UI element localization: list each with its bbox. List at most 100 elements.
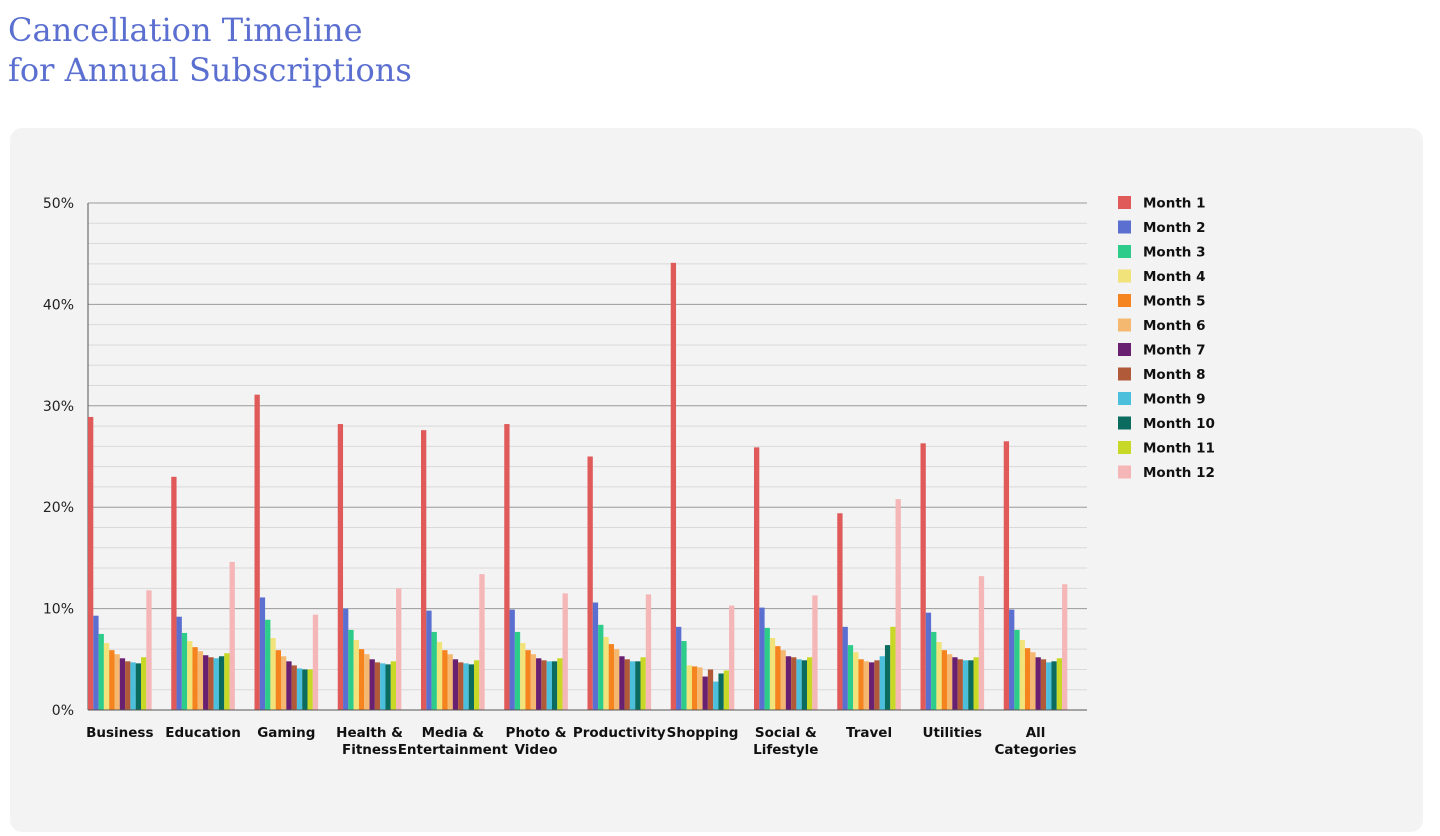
legend-label: Month 12 bbox=[1143, 465, 1215, 481]
bar-month-5 bbox=[192, 647, 198, 710]
bar-month-6 bbox=[197, 651, 204, 710]
x-axis: Business Education Gaming Health & FitnessMe… bbox=[86, 709, 1087, 758]
x-category-label: Productivity bbox=[573, 725, 666, 741]
bar-month-12 bbox=[312, 614, 319, 710]
bar-month-5 bbox=[941, 650, 947, 710]
bar-month-11 bbox=[723, 670, 730, 710]
bar-month-6 bbox=[447, 654, 453, 710]
x-category-label: All Categories bbox=[995, 725, 1077, 758]
bar-month-4 bbox=[520, 643, 526, 710]
bar-month-1 bbox=[670, 262, 677, 710]
y-tick-label: 20% bbox=[43, 500, 74, 516]
legend-swatch bbox=[1118, 220, 1131, 234]
y-tick-label: 10% bbox=[43, 602, 74, 618]
bar-month-4 bbox=[686, 665, 692, 710]
y-axis: 0% 10% 20% 30% 40% 50% bbox=[43, 196, 89, 719]
legend-swatch bbox=[1118, 245, 1131, 258]
bar-month-4 bbox=[436, 642, 443, 710]
chart-title-line2: for Annual Subscriptions bbox=[8, 51, 412, 89]
legend-entry: Month 8 bbox=[1118, 367, 1205, 383]
bar-month-4 bbox=[1019, 640, 1025, 710]
bar-month-2 bbox=[509, 609, 515, 710]
bar-month-7 bbox=[452, 659, 459, 710]
bar-month-8 bbox=[458, 662, 464, 710]
x-category-label: Education bbox=[165, 725, 241, 741]
bar-month-2 bbox=[426, 610, 432, 710]
bar-month-1 bbox=[587, 456, 593, 710]
bar-month-6 bbox=[697, 667, 703, 710]
bar-month-11 bbox=[807, 657, 813, 710]
bar-month-7 bbox=[952, 657, 958, 710]
bar-month-9 bbox=[879, 656, 885, 710]
bar-month-11 bbox=[640, 657, 646, 710]
bar-month-5 bbox=[275, 650, 281, 710]
bar-month-11 bbox=[141, 657, 147, 710]
bar-month-8 bbox=[374, 662, 381, 710]
bar-month-9 bbox=[463, 663, 469, 710]
bar-month-9 bbox=[962, 660, 969, 710]
x-category-label: Travel bbox=[846, 725, 892, 741]
bar-month-8 bbox=[874, 660, 880, 710]
legend-label: Month 11 bbox=[1143, 441, 1215, 457]
bar-month-3 bbox=[764, 627, 770, 710]
bar-month-12 bbox=[146, 590, 152, 710]
bar-month-10 bbox=[718, 673, 724, 710]
bar-month-3 bbox=[431, 631, 437, 710]
bar-month-2 bbox=[93, 615, 99, 710]
bar-month-6 bbox=[114, 654, 120, 710]
bar-month-7 bbox=[702, 676, 708, 710]
x-category-label: Social & Lifestyle bbox=[753, 725, 818, 758]
bar-month-6 bbox=[780, 650, 786, 710]
bar-month-6 bbox=[364, 654, 370, 710]
legend-label: Month 6 bbox=[1143, 318, 1205, 334]
bar-month-2 bbox=[1009, 609, 1015, 710]
x-category-label: Shopping bbox=[667, 725, 739, 741]
bar-month-12 bbox=[229, 561, 235, 710]
bar-month-1 bbox=[171, 476, 177, 710]
bar-month-5 bbox=[109, 650, 115, 710]
y-tick-label: 30% bbox=[43, 399, 74, 415]
bar-month-3 bbox=[598, 624, 604, 710]
bar-month-2 bbox=[176, 616, 182, 710]
legend-swatch bbox=[1118, 318, 1131, 332]
bar-month-4 bbox=[187, 641, 193, 710]
x-category-label: Business bbox=[86, 725, 153, 741]
legend-entry: Month 4 bbox=[1118, 269, 1205, 285]
legend-label: Month 3 bbox=[1143, 245, 1205, 261]
legend-entry: Month 5 bbox=[1118, 294, 1205, 310]
bar-month-3 bbox=[931, 631, 937, 710]
legend-label: Month 7 bbox=[1143, 343, 1205, 359]
bar-month-11 bbox=[557, 658, 563, 710]
bar-month-6 bbox=[614, 649, 620, 710]
x-category-label: Gaming bbox=[257, 725, 315, 741]
bar-month-6 bbox=[530, 654, 537, 710]
bar-month-10 bbox=[635, 661, 641, 710]
y-tick-label: 40% bbox=[43, 297, 74, 313]
bar-month-11 bbox=[224, 653, 230, 710]
bar-month-10 bbox=[135, 663, 141, 710]
bar-month-10 bbox=[551, 661, 558, 710]
bar-month-4 bbox=[270, 638, 276, 710]
x-category-label: Media & Entertainment bbox=[398, 725, 509, 758]
bar-month-9 bbox=[296, 668, 303, 710]
bar-month-1 bbox=[88, 416, 94, 710]
bar-month-10 bbox=[468, 664, 474, 710]
bar-month-9 bbox=[629, 661, 636, 710]
bar-month-11 bbox=[973, 657, 979, 710]
bar-month-1 bbox=[504, 424, 510, 710]
bar-month-12 bbox=[562, 593, 568, 710]
bar-month-7 bbox=[785, 656, 792, 710]
bar-month-1 bbox=[754, 447, 760, 710]
legend-entry: Month 10 bbox=[1118, 416, 1215, 432]
legend-entry: Month 2 bbox=[1118, 220, 1205, 236]
bar-month-11 bbox=[390, 661, 397, 710]
bar-month-12 bbox=[1062, 584, 1068, 710]
y-tick-label: 0% bbox=[52, 703, 74, 719]
legend-swatch bbox=[1118, 465, 1131, 479]
bar-month-7 bbox=[1035, 657, 1041, 710]
bar-month-6 bbox=[947, 654, 953, 710]
legend-entry: Month 6 bbox=[1118, 318, 1205, 334]
bar-month-9 bbox=[130, 662, 136, 710]
bar-month-3 bbox=[514, 631, 521, 710]
bar-month-7 bbox=[203, 655, 209, 710]
